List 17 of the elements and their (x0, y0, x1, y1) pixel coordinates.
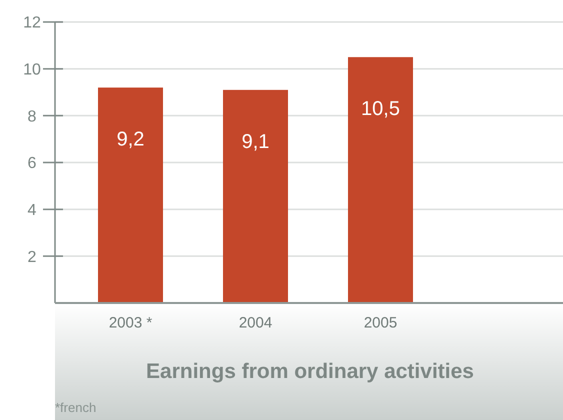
y-tick-label: 2 (28, 248, 37, 266)
x-tick-label: 2005 (364, 314, 398, 332)
y-tick-label: 6 (28, 155, 37, 172)
y-tick-label: 12 (23, 14, 41, 32)
x-tick-label: 2003 * (108, 314, 152, 332)
bar (223, 90, 288, 303)
data-label: 9,2 (116, 128, 144, 151)
bar (348, 57, 413, 303)
text: *french (55, 400, 96, 415)
y-tick-label: 10 (23, 61, 41, 78)
y-tick-label: 4 (28, 202, 37, 219)
data-label: 9,1 (242, 130, 270, 153)
text: Earnings from ordinary activities (146, 360, 474, 383)
data-label: 10,5 (361, 98, 400, 120)
bar (98, 88, 163, 303)
y-tick-label: 8 (28, 108, 37, 126)
x-tick-label: 2004 (238, 314, 272, 332)
